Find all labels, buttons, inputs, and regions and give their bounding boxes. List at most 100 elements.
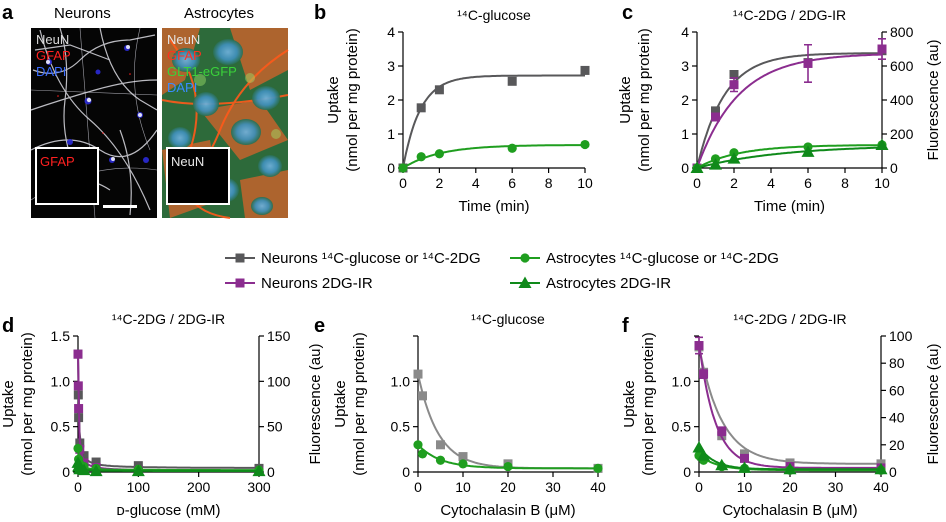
- astro-stain-neun: NeuN: [167, 32, 200, 47]
- y-axis-label-units: (nmol per mg protein): [636, 28, 653, 171]
- panel-label-f: f: [622, 315, 629, 337]
- data-point: [729, 80, 739, 90]
- chart-title: ¹⁴C-glucose: [471, 311, 545, 327]
- fit-line: [698, 342, 881, 469]
- x-tick-label: 0: [399, 175, 407, 191]
- y2-tick-label: 800: [890, 24, 914, 40]
- y-tick-label: 1.0: [51, 373, 71, 389]
- fit-line: [696, 144, 882, 169]
- data-point: [580, 139, 590, 150]
- data-point: [711, 112, 720, 122]
- data-point: [692, 441, 706, 453]
- series-astrocytes-c-glucose: [398, 139, 590, 173]
- series-neurons-2dg-ir: [73, 349, 264, 476]
- series-neurons-c-2dg: [694, 342, 886, 469]
- x-tick-label: 0: [695, 479, 703, 495]
- data-point: [436, 440, 445, 450]
- neurons-micrograph: [30, 27, 158, 219]
- data-point: [875, 138, 889, 151]
- y-tick-label: 1.0: [391, 373, 411, 389]
- fit-line: [402, 74, 585, 169]
- x-tick-label: 100: [127, 479, 151, 495]
- data-point: [709, 158, 722, 170]
- data-point: [738, 461, 751, 473]
- y-axis-label-units: (nmol per mg protein): [19, 332, 36, 475]
- chart-title: ¹⁴C-glucose: [457, 7, 531, 23]
- data-point: [252, 464, 266, 477]
- y-axis-label: Uptake: [617, 76, 634, 124]
- x-tick-label: 30: [828, 479, 844, 495]
- y-tick-label: 1: [387, 126, 395, 142]
- x-tick-label: 20: [500, 479, 516, 495]
- series-astrocytes-2dg-ir: [71, 456, 266, 477]
- data-point: [740, 453, 749, 463]
- data-point: [79, 451, 89, 461]
- panel-label-d: d: [2, 315, 14, 337]
- legend-item: Neurons ¹⁴C-glucose or ¹⁴C-2DG: [225, 250, 481, 267]
- data-point: [507, 76, 517, 86]
- x-axis-label: Time (min): [458, 198, 529, 215]
- x-tick-label: 200: [187, 479, 211, 495]
- panel-e: e ¹⁴C-glucose 0 10 20 30 40 0 0.5 1.0 Cytochalasin…: [314, 311, 606, 519]
- x-tick-label: 0: [414, 479, 422, 495]
- series-astrocytes-2dg-ir: [692, 441, 888, 475]
- chart-title: ¹⁴C-2DG / 2DG-IR: [733, 311, 846, 327]
- y2-tick-label: 100: [267, 373, 291, 389]
- x-axis-label: Cytochalasin B (μM): [440, 502, 575, 519]
- fit-line: [696, 52, 882, 169]
- legend-marker: [520, 253, 530, 263]
- data-point: [593, 463, 603, 473]
- series-astrocytes-2dg-ir: [690, 138, 889, 173]
- y-tick-label: 1.0: [672, 373, 692, 389]
- y-tick-label: 0.5: [672, 419, 692, 435]
- y2-tick-label: 20: [889, 437, 905, 453]
- legend-item: Neurons 2DG-IR: [225, 275, 373, 292]
- x-axis-label: Cytochalasin B (μM): [722, 502, 857, 519]
- data-point: [727, 152, 741, 164]
- data-point: [73, 443, 83, 454]
- data-point: [507, 143, 517, 153]
- y2-axis-label: Fluorescence (au): [307, 344, 324, 465]
- x-tick-label: 300: [247, 479, 271, 495]
- series-neurons-2dg-ir: [694, 336, 886, 473]
- data-point: [803, 58, 813, 68]
- panel-c: c ¹⁴C-2DG / 2DG-IR0 2 4 6 8 100123402004006008…: [617, 2, 942, 215]
- y-axis-label: Uptake: [332, 380, 349, 428]
- panel-label-e: e: [314, 315, 325, 337]
- astro-inset-label: NeuN: [171, 154, 204, 169]
- y-tick-label: 0: [681, 160, 689, 176]
- data-point: [877, 44, 887, 54]
- y-tick-label: 0: [387, 160, 395, 176]
- y2-tick-label: 40: [889, 410, 905, 426]
- y2-tick-label: 150: [267, 328, 291, 344]
- y-tick-label: 1: [681, 126, 689, 142]
- y-tick-label: 3: [681, 58, 689, 74]
- astro-stain-gfap: GFAP: [167, 48, 202, 63]
- x-tick-label: 10: [577, 175, 593, 191]
- panel-label-c: c: [622, 2, 633, 24]
- x-tick-label: 30: [545, 479, 561, 495]
- panel-f: f ¹⁴C-2DG / 2DG-IR0 10 20 30 4000.51.00204060…: [621, 311, 942, 519]
- y-tick-label: 0.5: [391, 419, 411, 435]
- y2-tick-label: 50: [267, 419, 283, 435]
- y-tick-label: 0: [62, 464, 70, 480]
- x-tick-label: 2: [436, 175, 444, 191]
- y-tick-label: 2: [681, 92, 689, 108]
- y-axis-label: Uptake: [0, 380, 17, 428]
- legend-label: Neurons ¹⁴C-glucose or ¹⁴C-2DG: [261, 250, 481, 267]
- data-point: [131, 464, 145, 477]
- data-point: [77, 463, 91, 476]
- y2-tick-label: 0: [890, 160, 898, 176]
- neurons-inset-label: GFAP: [40, 154, 75, 169]
- y-tick-label: 4: [387, 24, 395, 40]
- y2-tick-label: 0: [889, 464, 897, 480]
- data-point: [89, 464, 103, 477]
- y-axis-label-units: (nmol per mg protein): [640, 332, 657, 475]
- y-axis-label: Uptake: [621, 380, 638, 428]
- x-tick-label: 2: [730, 175, 738, 191]
- panel-label-b: b: [314, 2, 326, 24]
- fit-line: [696, 53, 883, 169]
- y2-tick-label: 200: [890, 126, 914, 142]
- neurons-image-title: Neurons: [54, 5, 111, 22]
